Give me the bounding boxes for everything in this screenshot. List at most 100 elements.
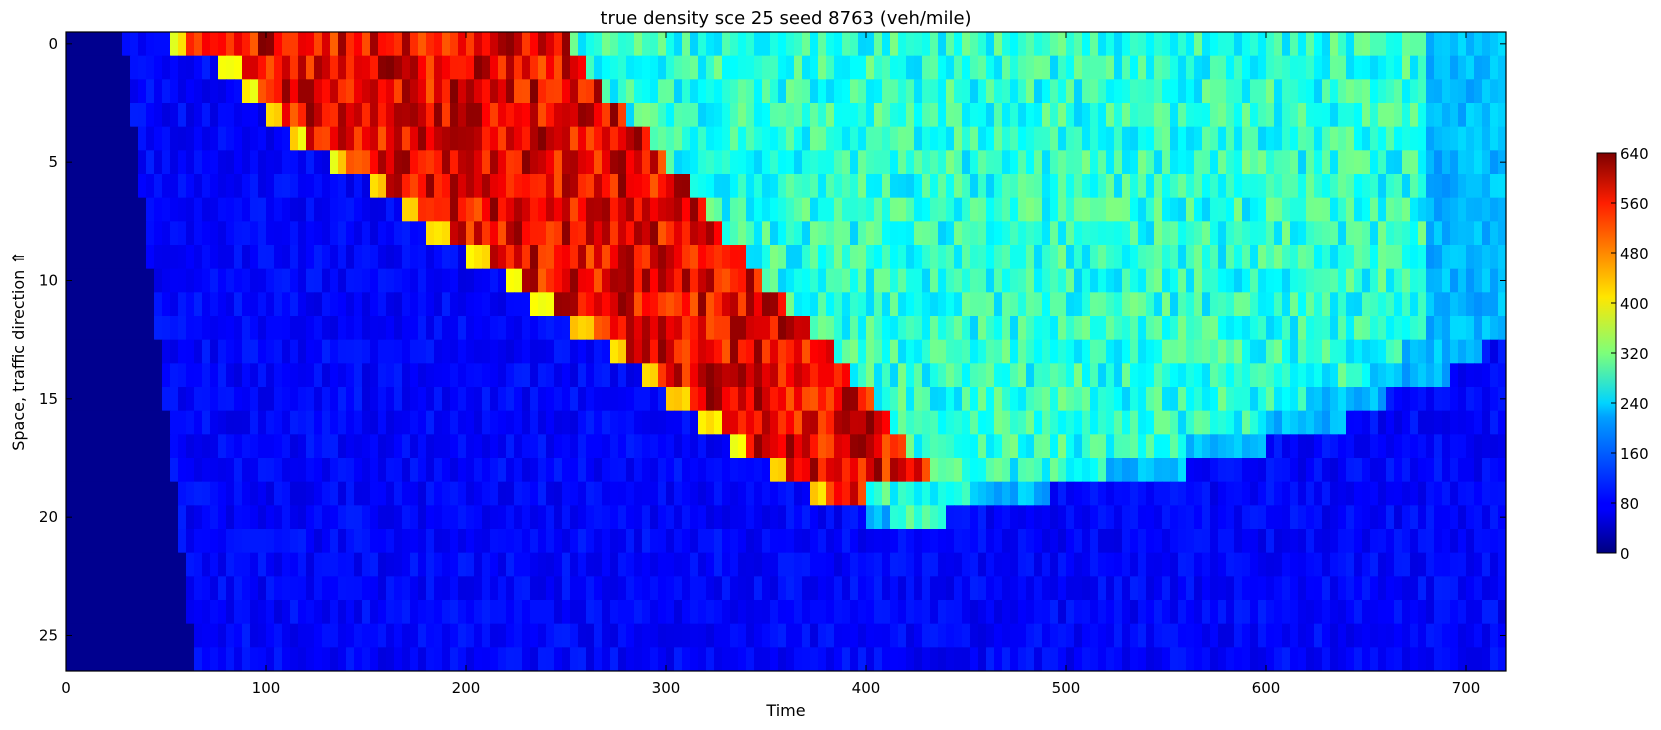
heatmap-cell [1346,245,1355,270]
heatmap-cell [402,529,411,554]
heatmap-cell [1170,245,1179,270]
heatmap-cell [1106,126,1115,151]
heatmap-cell [1474,268,1483,293]
heatmap-cell [666,316,675,341]
heatmap-cell [1282,600,1291,625]
heatmap-cell [858,576,867,601]
heatmap-cell [138,79,147,104]
heatmap-cell [570,197,579,222]
heatmap-cell [530,576,539,601]
heatmap-cell [194,197,203,222]
heatmap-cell [1154,576,1163,601]
heatmap-cell [1210,126,1219,151]
heatmap-cell [1234,103,1243,128]
heatmap-cell [354,32,363,57]
heatmap-cell [1226,268,1235,293]
heatmap-cell [954,600,963,625]
heatmap-cell [986,576,995,601]
heatmap-cell [178,576,187,601]
heatmap-cell [1490,458,1499,483]
heatmap-cell [1154,197,1163,222]
heatmap-cell [1202,481,1211,506]
heatmap-cell [746,79,755,104]
heatmap-cell [594,150,603,175]
heatmap-cell [1346,339,1355,364]
heatmap-cell [506,647,515,671]
heatmap-cell [514,79,523,104]
heatmap-cell [1018,292,1027,317]
heatmap-cell [578,126,587,151]
heatmap-cell [178,221,187,246]
heatmap-cell [994,363,1003,388]
heatmap-cell [634,529,643,554]
heatmap-cell [826,103,835,128]
heatmap-cell [66,339,75,364]
heatmap-cell [690,623,699,648]
heatmap-cell [602,174,611,199]
heatmap-cell [290,316,299,341]
heatmap-cell [362,245,371,270]
heatmap-cell [586,79,595,104]
heatmap-cell [1402,174,1411,199]
heatmap-cell [946,623,955,648]
heatmap-cell [266,387,275,412]
heatmap-cell [1186,79,1195,104]
heatmap-cell [1026,150,1035,175]
heatmap-cell [618,197,627,222]
heatmap-cell [578,576,587,601]
heatmap-cell [1218,221,1227,246]
heatmap-cell [1298,339,1307,364]
heatmap-cell [586,103,595,128]
heatmap-cell [1258,316,1267,341]
heatmap-cell [818,126,827,151]
heatmap-cell [546,339,555,364]
heatmap-cell [970,197,979,222]
heatmap-cell [978,410,987,435]
heatmap-cell [458,292,467,317]
heatmap-cell [658,245,667,270]
heatmap-cell [442,529,451,554]
heatmap-cell [1490,126,1499,151]
heatmap-cell [698,481,707,506]
heatmap-cell [714,481,723,506]
heatmap-cell [1058,505,1067,530]
heatmap-cell [202,387,211,412]
heatmap-cell [1018,623,1027,648]
heatmap-cell [1154,410,1163,435]
heatmap-cell [146,79,155,104]
heatmap-cell [946,505,955,530]
heatmap-cell [66,221,75,246]
heatmap-cell [1018,339,1027,364]
heatmap-cell [354,221,363,246]
heatmap-cell [738,576,747,601]
heatmap-cell [458,32,467,57]
heatmap-cell [1026,363,1035,388]
heatmap-cell [954,268,963,293]
heatmap-cell [114,32,123,57]
x-tick-label: 200 [452,679,481,697]
heatmap-cell [834,32,843,57]
heatmap-cell [1170,552,1179,577]
heatmap-cell [1474,623,1483,648]
heatmap-cell [130,150,139,175]
heatmap-cell [666,339,675,364]
heatmap-cell [954,387,963,412]
heatmap-cell [1466,197,1475,222]
heatmap-cell [1058,55,1067,80]
heatmap-cell [1362,339,1371,364]
heatmap-cell [490,647,499,671]
heatmap-cell [1114,55,1123,80]
heatmap-cell [1450,55,1459,80]
heatmap-cell [914,221,923,246]
heatmap-cell [546,316,555,341]
heatmap-cell [394,458,403,483]
heatmap-cell [778,529,787,554]
heatmap-cell [106,103,115,128]
heatmap-cell [1314,481,1323,506]
heatmap-cell [1114,505,1123,530]
heatmap-cell [1490,434,1499,459]
heatmap-cell [1194,197,1203,222]
heatmap-cell [306,221,315,246]
heatmap-cell [234,600,243,625]
